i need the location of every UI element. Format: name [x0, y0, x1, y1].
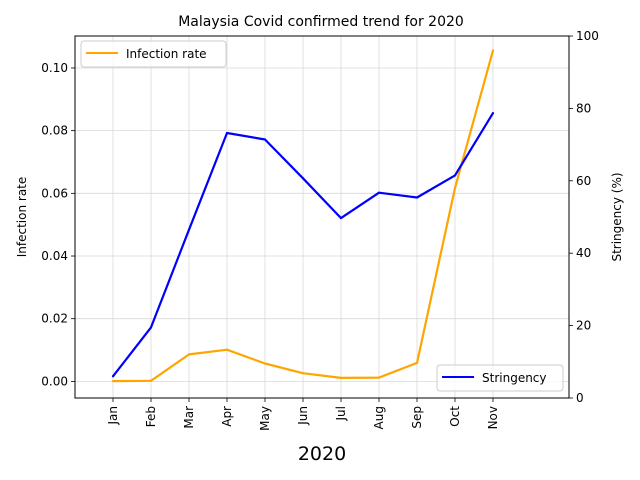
x-tick-label: Apr [220, 406, 234, 427]
x-tick-label: Nov [486, 406, 500, 429]
data-point-stringency [225, 131, 229, 135]
right-tick-label: 0 [576, 391, 584, 405]
x-tick-label: Jun [296, 406, 310, 426]
data-point-stringency [111, 375, 115, 378]
left-tick-label: 0.08 [41, 124, 68, 138]
data-point-infection-rate [225, 348, 229, 351]
data-point-stringency [453, 174, 457, 177]
data-point-infection-rate [301, 372, 305, 375]
x-tick-label: Jul [334, 406, 348, 421]
data-point-infection-rate [415, 361, 419, 364]
left-tick-label: 0.04 [41, 249, 68, 263]
right-tick-label: 100 [576, 29, 599, 43]
x-tick-label: Mar [182, 406, 196, 429]
x-axis-title: 2020 [298, 443, 346, 465]
x-tick-label: Sep [410, 406, 424, 429]
x-tick-label: Oct [448, 406, 462, 427]
data-point-stringency [263, 138, 267, 141]
legend-infection-rate: Infection rate [80, 40, 227, 68]
data-point-stringency [491, 112, 495, 115]
data-point-stringency [377, 191, 381, 194]
data-point-infection-rate [263, 362, 267, 365]
left-tick-label: 0.02 [41, 312, 68, 326]
x-tick-label: Aug [372, 406, 386, 429]
plot-lines [111, 49, 495, 383]
data-point-infection-rate [339, 376, 343, 380]
plot-frame [74, 35, 570, 399]
left-axis-title: Infection rate [15, 177, 29, 258]
x-tick-label: Jan [106, 406, 120, 426]
data-point-stringency [149, 326, 153, 329]
legend-box [80, 40, 227, 68]
legend-stringency: Stringency [436, 364, 564, 392]
legend-box [436, 364, 564, 392]
right-tick-label: 40 [576, 246, 591, 260]
data-point-stringency [187, 228, 191, 231]
data-point-infection-rate [377, 376, 381, 379]
data-point-stringency [301, 177, 305, 180]
legend-label-infection-rate: Infection rate [126, 47, 207, 61]
left-tick-label: 0.06 [41, 186, 68, 200]
data-point-stringency [339, 216, 343, 220]
right-tick-label: 60 [576, 174, 591, 188]
right-tick-label: 20 [576, 319, 591, 333]
data-point-infection-rate [111, 379, 115, 383]
data-point-infection-rate [491, 49, 495, 52]
left-tick-label: 0.00 [41, 374, 68, 388]
data-point-infection-rate [187, 353, 191, 356]
x-axis: Jan Feb Mar Apr May Jun Jul Aug Sep Oct Nov [106, 398, 500, 431]
legend-label-stringency: Stringency [482, 371, 547, 385]
chart-title: Malaysia Covid confirmed trend for 2020 [178, 14, 464, 30]
data-point-stringency [415, 196, 419, 199]
x-tick-label: May [258, 406, 272, 431]
left-axis: 0.00 0.02 0.04 0.06 0.08 0.10 [41, 61, 75, 388]
right-tick-label: 80 [576, 101, 591, 115]
data-point-infection-rate [149, 379, 153, 382]
right-axis: 0 20 40 60 80 100 [569, 29, 599, 405]
right-axis-title: Stringency (%) [610, 172, 624, 261]
x-tick-label: Feb [144, 406, 158, 427]
left-tick-label: 0.10 [41, 61, 68, 75]
data-point-infection-rate [453, 186, 457, 190]
